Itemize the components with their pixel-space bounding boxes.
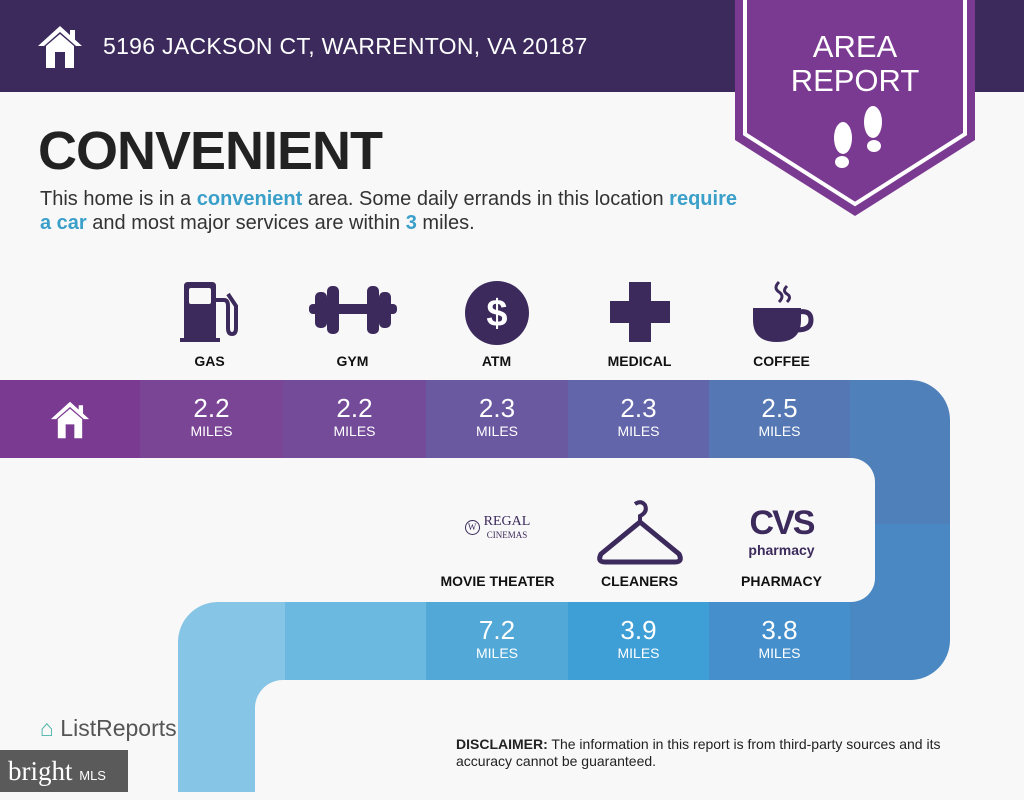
desc-text: This home is in a <box>40 188 197 210</box>
disclaimer-label: DISCLAIMER: <box>456 736 548 752</box>
area-report-badge <box>735 0 975 216</box>
miles-value: 2.3 <box>478 393 516 423</box>
category-gas: GAS <box>138 280 281 370</box>
pharmacy-distance: 3.8 MILES <box>709 602 850 680</box>
home-cell <box>0 380 140 458</box>
page-title: CONVENIENT <box>38 121 383 181</box>
property-address: 5196 JACKSON CT, WARRENTON, VA 20187 <box>103 33 588 59</box>
desc-highlight: 3 <box>405 212 417 234</box>
miles-value: 2.5 <box>761 393 798 423</box>
coffee-distance: 2.5 MILES <box>709 380 850 458</box>
medical-distance: 2.3 MILES <box>568 380 709 458</box>
category-label: PHARMACY <box>741 573 822 589</box>
miles-unit: MILES <box>475 645 518 661</box>
miles-unit: MILES <box>758 645 801 661</box>
dumbbell-icon <box>308 286 397 334</box>
category-label: GYM <box>336 353 369 369</box>
watermark-text: MLS <box>79 768 106 783</box>
medical-cross-icon <box>609 282 670 342</box>
logo-text: CINEMAS <box>486 530 528 540</box>
hanger-icon <box>596 500 683 565</box>
gym-distance: 2.2 MILES <box>283 380 426 458</box>
miles-value: 2.2 <box>193 393 230 423</box>
svg-text:$: $ <box>486 293 507 335</box>
desc-text: and most major services are within <box>86 212 406 234</box>
miles-unit: MILES <box>758 423 801 439</box>
watermark-text: bright <box>8 756 73 786</box>
category-label: COFFEE <box>753 353 810 369</box>
regal-cinemas-logo: W REGAL CINEMAS <box>426 514 569 541</box>
category-label: CLEANERS <box>600 573 678 589</box>
gas-distance: 2.2 MILES <box>140 380 283 458</box>
road-segment <box>285 602 426 680</box>
desc-highlight: convenient <box>196 188 303 210</box>
category-cleaners: CLEANERS <box>568 500 711 590</box>
logo-text: pharmacy <box>748 542 815 558</box>
description: This home is in a convenient area. Some … <box>40 187 740 235</box>
miles-value: 7.2 <box>478 615 516 645</box>
desc-highlight: require a car <box>40 188 737 234</box>
category-label: GAS <box>194 353 225 369</box>
miles-value: 2.2 <box>336 393 373 423</box>
road-gap <box>255 680 955 800</box>
home-icon <box>38 26 82 68</box>
dollar-icon: $ <box>464 281 529 345</box>
road-gap <box>0 458 875 602</box>
home-icon <box>50 401 90 439</box>
badge-line-1: AREA <box>812 29 898 64</box>
logo-text: CVS <box>749 504 816 542</box>
atm-distance: 2.3 MILES <box>426 380 568 458</box>
miles-unit: MILES <box>190 423 233 439</box>
footprints-icon <box>834 106 882 168</box>
desc-text: miles. <box>416 212 475 234</box>
category-pharmacy: CVS pharmacy PHARMACY <box>710 500 853 590</box>
badge-text: AREA REPORT <box>735 30 975 98</box>
listreports-icon: ⌂ <box>40 715 54 741</box>
category-coffee: COFFEE <box>710 280 853 370</box>
category-label: ATM <box>481 353 512 369</box>
disclaimer: DISCLAIMER: The information in this repo… <box>456 736 996 770</box>
cvs-pharmacy-logo: CVS pharmacy <box>710 504 853 558</box>
disclaimer-text: The information in this report is from t… <box>456 736 941 769</box>
miles-value: 3.9 <box>620 615 657 645</box>
coffee-cup-icon <box>752 280 814 342</box>
category-medical: MEDICAL <box>568 280 711 370</box>
category-label: MEDICAL <box>607 353 672 369</box>
badge-line-2: REPORT <box>790 63 920 98</box>
listreports-logo: ⌂ ListReports <box>40 714 177 742</box>
category-label: MOVIE THEATER <box>440 573 555 589</box>
brand-name: ListReports <box>60 715 177 741</box>
desc-text: area. Some daily errands in this locatio… <box>302 188 670 210</box>
category-gym: GYM <box>281 280 424 370</box>
bright-mls-watermark: bright MLS <box>0 750 128 792</box>
miles-value: 3.8 <box>761 615 798 645</box>
miles-unit: MILES <box>617 423 660 439</box>
logo-text: REGAL <box>483 514 531 529</box>
category-movie-theater: W REGAL CINEMAS MOVIE THEATER <box>426 500 569 590</box>
category-atm: $ ATM <box>425 280 568 370</box>
cleaners-distance: 3.9 MILES <box>568 602 709 680</box>
miles-unit: MILES <box>333 423 376 439</box>
miles-unit: MILES <box>617 645 660 661</box>
movie-distance: 7.2 MILES <box>426 602 568 680</box>
miles-value: 2.3 <box>620 393 657 423</box>
miles-unit: MILES <box>475 423 518 439</box>
gas-pump-icon <box>179 282 238 342</box>
